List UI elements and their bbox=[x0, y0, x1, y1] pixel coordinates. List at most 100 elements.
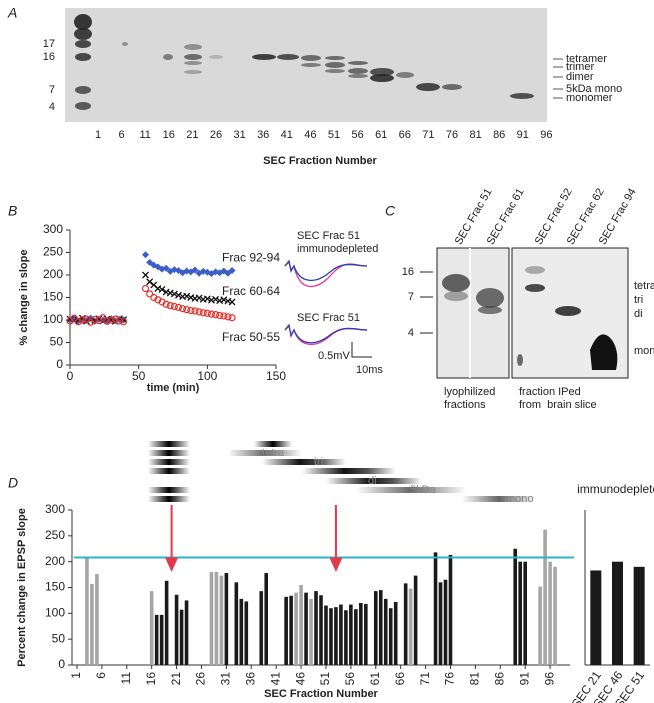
point bbox=[111, 315, 119, 323]
panel-label: A bbox=[7, 5, 17, 21]
point bbox=[211, 311, 220, 319]
scale-label: 0.5mV bbox=[318, 350, 350, 362]
series-label: Frac 60-64 bbox=[222, 284, 280, 298]
band-label: dimer bbox=[566, 71, 594, 83]
x-tick-label: 91 bbox=[517, 672, 531, 686]
size-marker: 17 bbox=[43, 38, 55, 50]
band-label: di bbox=[634, 308, 643, 320]
point bbox=[142, 251, 150, 259]
point bbox=[162, 300, 170, 308]
point bbox=[183, 292, 191, 300]
y-tick-label: 50 bbox=[50, 335, 64, 349]
series-label: Frac 50-55 bbox=[222, 330, 280, 344]
bar bbox=[438, 582, 443, 665]
bar bbox=[378, 590, 383, 665]
gel-band bbox=[252, 54, 276, 60]
bar bbox=[149, 591, 154, 665]
bar bbox=[523, 561, 527, 665]
lane-label: 56 bbox=[351, 129, 363, 141]
lane-label: 6 bbox=[119, 129, 125, 141]
lane-label: 21 bbox=[186, 129, 198, 141]
gel-band bbox=[348, 68, 368, 74]
lane-label: 86 bbox=[493, 129, 505, 141]
panel-label: D bbox=[8, 475, 18, 491]
gel-band bbox=[163, 54, 173, 60]
lane-label: 96 bbox=[540, 129, 552, 141]
x-tick-label: 150 bbox=[266, 369, 286, 383]
bar bbox=[354, 609, 358, 665]
bar bbox=[413, 575, 418, 665]
bar bbox=[364, 604, 368, 665]
point bbox=[74, 318, 82, 326]
bar bbox=[349, 604, 353, 665]
point bbox=[175, 291, 182, 299]
gel-band bbox=[348, 74, 368, 78]
band-label: tetramer bbox=[566, 53, 607, 65]
y-tick-label: 300 bbox=[43, 222, 63, 236]
point bbox=[170, 302, 178, 311]
band-label: 5kDa mono bbox=[566, 83, 622, 95]
bar bbox=[329, 608, 333, 665]
oligomer-bars bbox=[148, 441, 536, 502]
y-axis-title: Percent change in EPSP slope bbox=[16, 508, 28, 667]
scale-label: 10ms bbox=[356, 364, 383, 376]
bar bbox=[304, 592, 308, 665]
trace bbox=[284, 259, 368, 281]
bar bbox=[344, 610, 348, 665]
x-tick-label: 26 bbox=[194, 672, 208, 686]
size-marker: 16 bbox=[402, 266, 414, 278]
lane-label: 76 bbox=[446, 129, 458, 141]
y-tick-label: 0 bbox=[56, 357, 63, 371]
bar bbox=[359, 603, 363, 665]
oligomer-label: 5kDa bbox=[410, 484, 437, 496]
bar bbox=[174, 594, 179, 665]
point bbox=[212, 295, 220, 303]
point bbox=[195, 308, 203, 316]
arrow bbox=[165, 505, 179, 572]
x-tick-label: 0 bbox=[67, 369, 74, 383]
caption: lyophilized bbox=[444, 386, 495, 398]
bar bbox=[543, 529, 547, 665]
point bbox=[107, 316, 115, 324]
band-label: monomer bbox=[566, 92, 613, 104]
x-tick-label: 66 bbox=[393, 672, 407, 686]
gel-band bbox=[416, 83, 440, 91]
y-tick-label: 250 bbox=[43, 245, 63, 259]
oligomer-label: mono bbox=[506, 493, 534, 505]
trace bbox=[284, 260, 368, 288]
bar bbox=[85, 556, 89, 665]
gel-band bbox=[184, 44, 202, 50]
lane-label: 16 bbox=[163, 129, 175, 141]
point bbox=[191, 266, 199, 274]
y-tick-label: 200 bbox=[45, 554, 65, 568]
x-tick-label: 56 bbox=[343, 672, 357, 686]
gel-bands bbox=[74, 14, 534, 110]
bar bbox=[309, 598, 313, 665]
x-tick-label: 21 bbox=[169, 672, 183, 686]
gel-c bbox=[436, 247, 510, 379]
bar bbox=[334, 607, 338, 665]
lane-label: 46 bbox=[304, 129, 316, 141]
bar bbox=[284, 596, 288, 665]
panel-label: B bbox=[8, 203, 17, 219]
caption: fraction IPed bbox=[519, 386, 581, 398]
point bbox=[228, 267, 236, 274]
x-axis-title: time (min) bbox=[147, 382, 200, 394]
bar bbox=[219, 575, 224, 665]
oligomer-label: di bbox=[368, 475, 377, 487]
bar bbox=[95, 574, 99, 665]
band-ticks bbox=[553, 58, 563, 99]
bar bbox=[214, 572, 219, 665]
point bbox=[141, 284, 150, 293]
caption: fractions bbox=[444, 399, 486, 411]
point bbox=[216, 311, 224, 320]
x-tick-label: 11 bbox=[119, 672, 133, 685]
gel-band bbox=[74, 14, 92, 30]
bar bbox=[90, 583, 94, 665]
gel-band bbox=[325, 69, 345, 73]
bar bbox=[234, 582, 239, 665]
point bbox=[70, 314, 78, 322]
bar bbox=[548, 561, 552, 665]
x-tick-label: 50 bbox=[132, 369, 146, 383]
point bbox=[115, 317, 124, 325]
